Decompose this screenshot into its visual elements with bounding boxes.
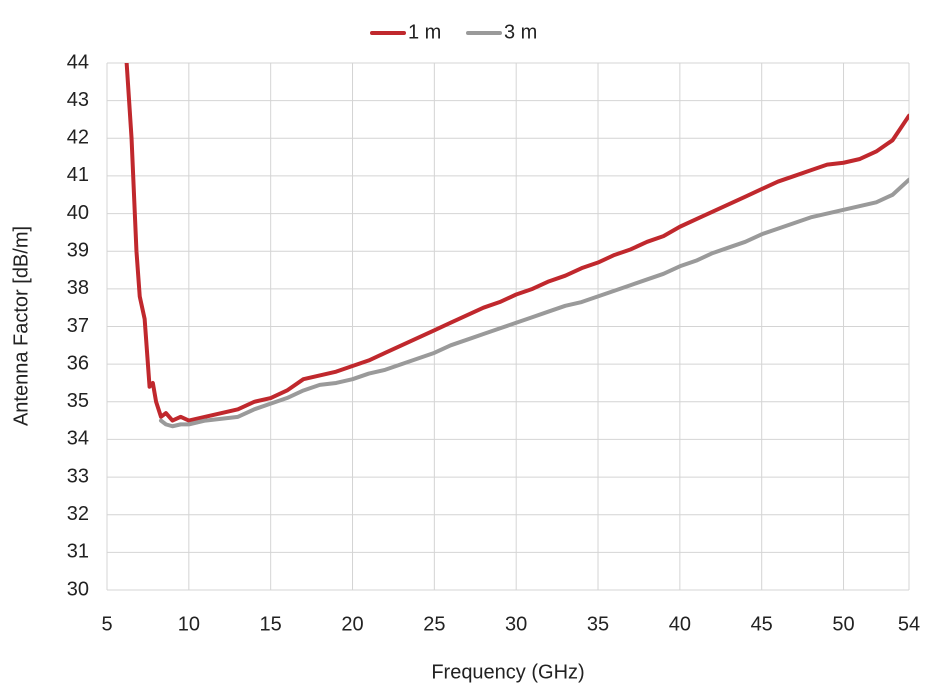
y-tick-label: 32 (67, 503, 89, 525)
x-tick-label: 30 (505, 613, 527, 635)
y-tick-label: 33 (67, 465, 89, 487)
y-tick-label: 34 (67, 428, 89, 450)
legend: 1 m 3 m (370, 21, 537, 43)
y-tick-label: 38 (67, 277, 89, 299)
x-tick-label: 20 (341, 613, 363, 635)
grid: 30 31 32 33 34 35 36 37 38 39 40 41 42 43 44 5 10 15 20 25 3… (67, 51, 920, 635)
y-tick-label: 39 (67, 239, 89, 261)
x-tick-label: 50 (832, 613, 854, 635)
x-tick-label: 10 (178, 613, 200, 635)
y-axis-label: Antenna Factor [dB/m] (10, 226, 32, 426)
x-tick-label: 45 (751, 613, 773, 635)
y-tick-label: 43 (67, 89, 89, 111)
x-tick-label: 25 (423, 613, 445, 635)
y-tick-label: 42 (67, 127, 89, 149)
y-tick-label: 35 (67, 390, 89, 412)
legend-label: 1 m (408, 21, 441, 43)
series-line (124, 63, 909, 423)
y-tick-label: 44 (67, 51, 89, 73)
series-line (159, 177, 909, 429)
y-tick-label: 31 (67, 541, 89, 563)
y-tick-label: 40 (67, 202, 89, 224)
legend-label: 3 m (504, 21, 537, 43)
x-tick-label: 35 (587, 613, 609, 635)
plot-area (124, 63, 909, 429)
x-axis-label: Frequency (GHz) (431, 661, 584, 683)
y-tick-label: 30 (67, 578, 89, 600)
y-tick-label: 41 (67, 164, 89, 186)
y-tick-label: 37 (67, 315, 89, 337)
x-tick-label: 5 (101, 613, 112, 635)
y-tick-label: 36 (67, 352, 89, 374)
x-tick-label: 15 (260, 613, 282, 635)
x-tick-label: 54 (898, 613, 920, 635)
x-tick-label: 40 (669, 613, 691, 635)
